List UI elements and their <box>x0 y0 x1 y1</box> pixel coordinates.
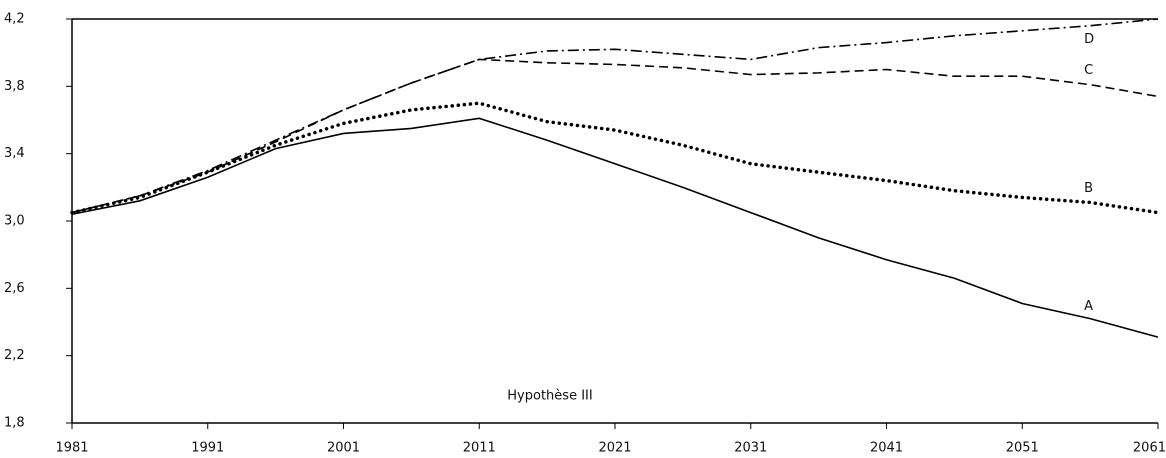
x-tick-label: 2031 <box>734 441 767 456</box>
x-tick-label: 2021 <box>598 441 631 456</box>
annotation: Hypothèse III <box>507 389 592 404</box>
y-tick-label: 3,0 <box>4 214 25 229</box>
y-tick-label: 3,8 <box>4 79 25 94</box>
y-tick-label: 2,2 <box>4 348 25 363</box>
series-label: D <box>1084 32 1094 47</box>
y-tick-label: 4,2 <box>4 12 25 27</box>
y-tick-label: 3,4 <box>4 146 25 161</box>
series-line <box>70 101 1160 215</box>
x-tick-label: 2041 <box>870 441 903 456</box>
x-tick-label: 1991 <box>191 441 224 456</box>
x-tick-label: 2061 <box>1133 441 1166 456</box>
series-label: A <box>1084 299 1093 314</box>
y-tick-label: 2,6 <box>4 281 25 296</box>
x-tick-label: 2001 <box>327 441 360 456</box>
series-line <box>71 58 1159 214</box>
x-tick-label: 1981 <box>55 441 88 456</box>
x-tick-label: 2051 <box>1006 441 1039 456</box>
x-tick-label: 2011 <box>463 441 496 456</box>
series-label: B <box>1084 181 1093 196</box>
y-tick-label: 1,8 <box>4 416 25 431</box>
series-line <box>71 117 1159 338</box>
series-label: C <box>1084 63 1093 78</box>
series-line <box>71 18 1159 214</box>
